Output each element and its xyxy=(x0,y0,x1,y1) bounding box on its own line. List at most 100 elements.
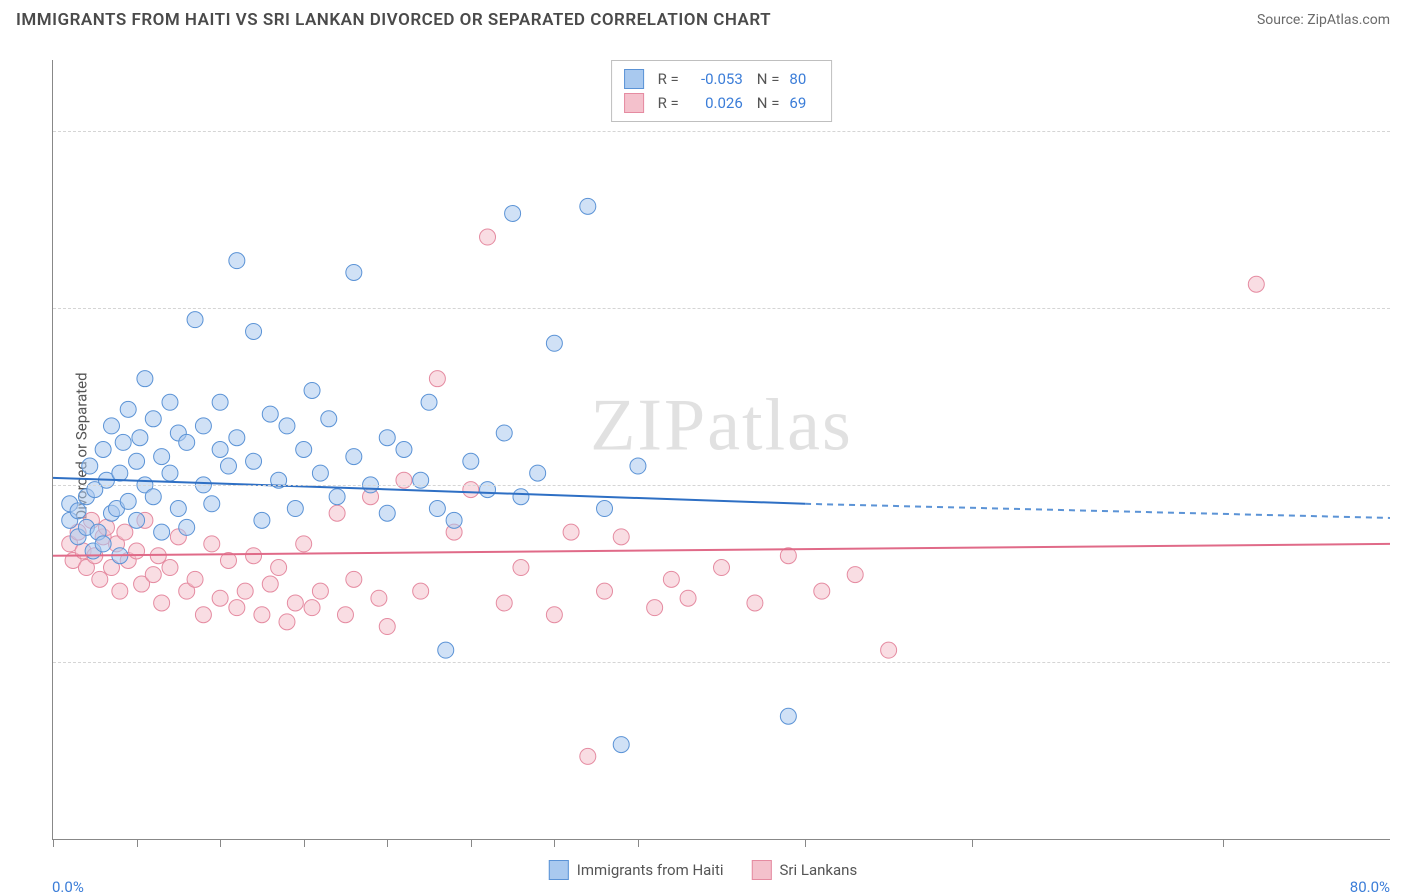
data-point xyxy=(162,394,178,410)
data-point xyxy=(312,583,328,599)
data-point xyxy=(379,619,395,635)
data-point xyxy=(421,394,437,410)
chart-title: IMMIGRANTS FROM HAITI VS SRI LANKAN DIVO… xyxy=(16,10,771,30)
data-point xyxy=(513,560,529,576)
r-value-srilankan: 0.026 xyxy=(689,91,743,115)
data-point xyxy=(814,583,830,599)
series-legend: Immigrants from Haiti Sri Lankans xyxy=(549,860,857,880)
x-min-label: 0.0% xyxy=(52,878,84,896)
data-point xyxy=(246,548,262,564)
data-point xyxy=(747,595,763,611)
data-point xyxy=(438,642,454,658)
data-point xyxy=(170,501,186,517)
x-tick xyxy=(805,839,806,847)
data-point xyxy=(254,607,270,623)
header-bar: IMMIGRANTS FROM HAITI VS SRI LANKAN DIVO… xyxy=(0,0,1406,36)
gridline xyxy=(53,662,1390,663)
data-point xyxy=(220,458,236,474)
data-point xyxy=(312,465,328,481)
data-point xyxy=(204,496,220,512)
data-point xyxy=(847,567,863,583)
data-point xyxy=(187,571,203,587)
data-point xyxy=(714,560,730,576)
x-max-label: 80.0% xyxy=(1350,878,1390,896)
data-point xyxy=(195,418,211,434)
scatter-svg xyxy=(53,60,1390,839)
source-credit: Source: ZipAtlas.com xyxy=(1257,12,1390,28)
data-point xyxy=(117,524,133,540)
data-point xyxy=(145,567,161,583)
data-point xyxy=(129,512,145,528)
data-point xyxy=(229,600,245,616)
data-point xyxy=(271,560,287,576)
data-point xyxy=(246,323,262,339)
r-label-2: R = xyxy=(658,91,679,115)
data-point xyxy=(446,512,462,528)
series-name-srilankan: Sri Lankans xyxy=(780,861,858,879)
n-value-haiti: 80 xyxy=(789,67,819,91)
y-tick-label: 7.5% xyxy=(1400,653,1406,671)
data-point xyxy=(162,560,178,576)
data-point xyxy=(115,434,131,450)
n-label: N = xyxy=(757,67,780,91)
data-point xyxy=(513,489,529,505)
swatch-haiti xyxy=(624,69,644,89)
data-point xyxy=(597,583,613,599)
data-point xyxy=(881,642,897,658)
data-point xyxy=(630,458,646,474)
correlation-legend: R = -0.053 N = 80 R = 0.026 N = 69 xyxy=(611,60,833,122)
data-point xyxy=(120,401,136,417)
data-point xyxy=(287,595,303,611)
data-point xyxy=(129,453,145,469)
gridline xyxy=(53,485,1390,486)
data-point xyxy=(70,503,86,519)
data-point xyxy=(296,536,312,552)
x-tick xyxy=(53,839,54,847)
data-point xyxy=(546,607,562,623)
data-point xyxy=(112,583,128,599)
data-point xyxy=(179,519,195,535)
data-point xyxy=(145,411,161,427)
data-point xyxy=(505,205,521,221)
gridline xyxy=(53,131,1390,132)
data-point xyxy=(337,607,353,623)
data-point xyxy=(597,501,613,517)
data-point xyxy=(480,229,496,245)
data-point xyxy=(212,590,228,606)
data-point xyxy=(187,312,203,328)
data-point xyxy=(287,501,303,517)
series-name-haiti: Immigrants from Haiti xyxy=(577,861,724,879)
swatch-haiti-2 xyxy=(549,860,569,880)
data-point xyxy=(663,571,679,587)
data-point xyxy=(346,571,362,587)
data-point xyxy=(279,614,295,630)
data-point xyxy=(396,442,412,458)
data-point xyxy=(195,607,211,623)
data-point xyxy=(496,425,512,441)
data-point xyxy=(613,529,629,545)
data-point xyxy=(563,524,579,540)
data-point xyxy=(229,430,245,446)
data-point xyxy=(580,748,596,764)
data-point xyxy=(429,371,445,387)
data-point xyxy=(463,453,479,469)
data-point xyxy=(262,406,278,422)
swatch-srilankan-2 xyxy=(752,860,772,880)
data-point xyxy=(95,442,111,458)
data-point xyxy=(321,411,337,427)
data-point xyxy=(246,453,262,469)
data-point xyxy=(92,571,108,587)
y-tick-label: 22.5% xyxy=(1400,299,1406,317)
data-point xyxy=(120,493,136,509)
data-point xyxy=(254,512,270,528)
regression-line-haiti-dashed xyxy=(805,504,1390,518)
x-tick xyxy=(304,839,305,847)
data-point xyxy=(613,737,629,753)
data-point xyxy=(346,449,362,465)
legend-item-haiti: Immigrants from Haiti xyxy=(549,860,724,880)
x-tick xyxy=(137,839,138,847)
chart-plot-area: ZIPatlas R = -0.053 N = 80 R = 0.026 N =… xyxy=(52,60,1390,840)
x-tick xyxy=(1223,839,1224,847)
x-tick xyxy=(972,839,973,847)
data-point xyxy=(329,489,345,505)
